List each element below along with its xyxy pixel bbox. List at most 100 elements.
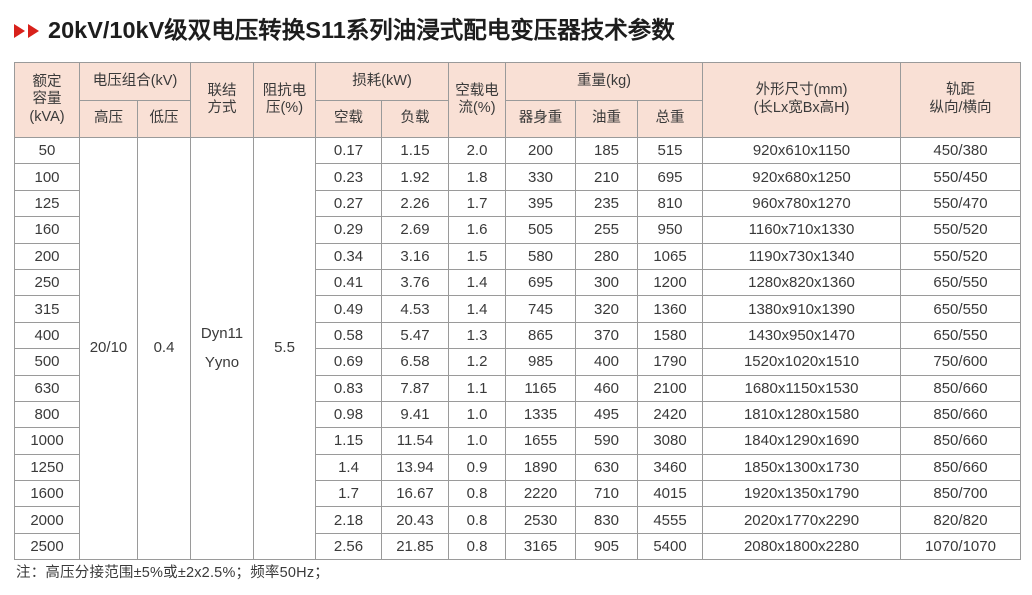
cell-noload-current: 1.3 [448,321,506,350]
cell-noload-current: 0.8 [448,532,506,561]
cell-weight-body: 2220 [505,480,576,508]
table-row: 1250 1.4 13.94 0.9 1890 630 3460 1850x1300x1730… [14,453,1021,482]
cell-weight-total: 4555 [637,506,703,534]
header-track-gauge-line1: 轨距 [946,82,975,99]
table-body: 50 20/10 0.4 Dyn11 Yyno 5.5 0.17 1.15 2.0 200 185 5… [14,136,1021,561]
header-noload-current-line2: 流(%) [458,100,496,116]
cell-loss-load: 5.47 [381,321,449,350]
cell-weight-oil: 370 [575,321,638,350]
cell-loss-load: 4.53 [381,295,449,323]
cell-weight-total: 2100 [637,374,703,402]
cell-loss-noload: 2.56 [315,532,382,561]
cell-loss-load: 11.54 [381,427,449,455]
cell-loss-noload: 0.69 [315,348,382,376]
cell-loss-load: 7.87 [381,374,449,402]
cell-weight-body: 330 [505,163,576,191]
cell-loss-noload: 0.83 [315,374,382,402]
cell-dimensions: 1380x910x1390 [702,295,901,323]
cell-impedance-voltage: 5.5 [253,136,316,561]
cell-track-gauge: 450/380 [900,136,1021,165]
header-row-top: 额定 容量 (kVA) 电压组合(kV) 联结 方式 阻抗电 压(%) 损耗(k… [14,62,1021,138]
cell-track-gauge: 650/550 [900,295,1021,323]
header-loss-load: 负载 [381,99,449,138]
header-dimensions-line2: (长Lx宽Bx高H) [753,100,850,116]
cell-track-gauge: 550/450 [900,163,1021,191]
header-rated-capacity-line2: 容量 [32,91,62,108]
cell-track-gauge: 850/660 [900,453,1021,482]
cell-weight-oil: 210 [575,163,638,191]
spec-table-container: 额定 容量 (kVA) 电压组合(kV) 联结 方式 阻抗电 压(%) 损耗(k… [14,62,1021,561]
cell-dimensions: 1520x1020x1510 [702,348,901,376]
header-track-gauge-line2: 纵向/横向 [929,100,992,116]
cell-loss-noload: 0.41 [315,268,382,297]
page-title-text: 20kV/10kV级双电压转换S11系列油浸式配电变压器技术参数 [48,17,675,44]
header-noload-current-line1: 空载电 [455,82,499,99]
table-row: 2000 2.18 20.43 0.8 2530 830 4555 2020x1770x229… [14,506,1021,534]
cell-weight-oil: 320 [575,295,638,323]
cell-weight-oil: 905 [575,532,638,561]
cell-noload-current: 0.9 [448,453,506,482]
cell-track-gauge: 650/550 [900,321,1021,350]
table-row: 2500 2.56 21.85 0.8 3165 905 5400 2080x1800x228… [14,532,1021,561]
cell-weight-body: 200 [505,136,576,165]
header-impedance-voltage: 阻抗电 压(%) [253,62,316,138]
header-impedance-voltage-line2: 压(%) [265,100,304,116]
cell-loss-noload: 0.23 [315,163,382,191]
table-header: 额定 容量 (kVA) 电压组合(kV) 联结 方式 阻抗电 压(%) 损耗(k… [14,62,1021,138]
cell-rated-capacity: 1600 [14,480,80,508]
cell-weight-total: 5400 [637,532,703,561]
cell-weight-total: 1065 [637,242,703,270]
cell-weight-total: 3460 [637,453,703,482]
cell-weight-total: 695 [637,163,703,191]
header-noload-current: 空载电 流(%) [448,62,506,138]
cell-weight-oil: 185 [575,136,638,165]
cell-weight-total: 810 [637,189,703,218]
cell-loss-noload: 0.58 [315,321,382,350]
cell-track-gauge: 550/520 [900,242,1021,270]
header-voltage-high: 高压 [79,99,138,138]
cell-rated-capacity: 160 [14,216,80,244]
header-impedance-voltage-line1: 阻抗电 [262,82,307,99]
cell-rated-capacity: 1250 [14,453,80,482]
cell-loss-noload: 1.4 [315,453,382,482]
cell-loss-noload: 2.18 [315,506,382,534]
cell-weight-oil: 460 [575,374,638,402]
cell-weight-body: 1165 [505,374,576,402]
cell-rated-capacity: 2000 [14,506,80,534]
cell-loss-load: 3.76 [381,268,449,297]
cell-voltage-low: 0.4 [137,136,191,561]
cell-loss-load: 20.43 [381,506,449,534]
cell-dimensions: 1430x950x1470 [702,321,901,350]
cell-weight-total: 4015 [637,480,703,508]
cell-noload-current: 0.8 [448,506,506,534]
header-rated-capacity-line1: 额定 [32,74,62,91]
header-dimensions: 外形尺寸(mm) (长Lx宽Bx高H) [702,62,901,138]
table-row: 50 20/10 0.4 Dyn11 Yyno 5.5 0.17 1.15 2.0 200 185 5… [14,136,1021,561]
cell-weight-oil: 495 [575,400,638,429]
triangle-right-icon [28,24,39,38]
page-title: 20kV/10kV级双电压转换S11系列油浸式配电变压器技术参数 [14,14,675,48]
transformer-spec-table: 额定 容量 (kVA) 电压组合(kV) 联结 方式 阻抗电 压(%) 损耗(k… [14,62,1021,561]
cell-track-gauge: 1070/1070 [900,532,1021,561]
cell-loss-load: 3.16 [381,242,449,270]
cell-weight-body: 745 [505,295,576,323]
triangle-right-icon [14,24,25,38]
table-row: 800 0.98 9.41 1.0 1335 495 2420 1810x1280x1580 8… [14,400,1021,429]
cell-loss-noload: 0.17 [315,136,382,165]
cell-noload-current: 1.2 [448,348,506,376]
table-row: 1600 1.7 16.67 0.8 2220 710 4015 1920x1350x1790… [14,480,1021,508]
table-row: 500 0.69 6.58 1.2 985 400 1790 1520x1020x1510 75… [14,348,1021,376]
cell-noload-current: 1.5 [448,242,506,270]
cell-rated-capacity: 2500 [14,532,80,561]
cell-loss-load: 6.58 [381,348,449,376]
cell-track-gauge: 850/660 [900,427,1021,455]
table-row: 100 0.23 1.92 1.8 330 210 695 920x680x1250 550/4… [14,163,1021,191]
cell-dimensions: 2080x1800x2280 [702,532,901,561]
cell-noload-current: 1.1 [448,374,506,402]
cell-dimensions: 1810x1280x1580 [702,400,901,429]
table-row: 125 0.27 2.26 1.7 395 235 810 960x780x1270 550/4… [14,189,1021,218]
cell-track-gauge: 550/520 [900,216,1021,244]
header-rated-capacity: 额定 容量 (kVA) [14,62,80,138]
cell-voltage-high: 20/10 [79,136,138,561]
